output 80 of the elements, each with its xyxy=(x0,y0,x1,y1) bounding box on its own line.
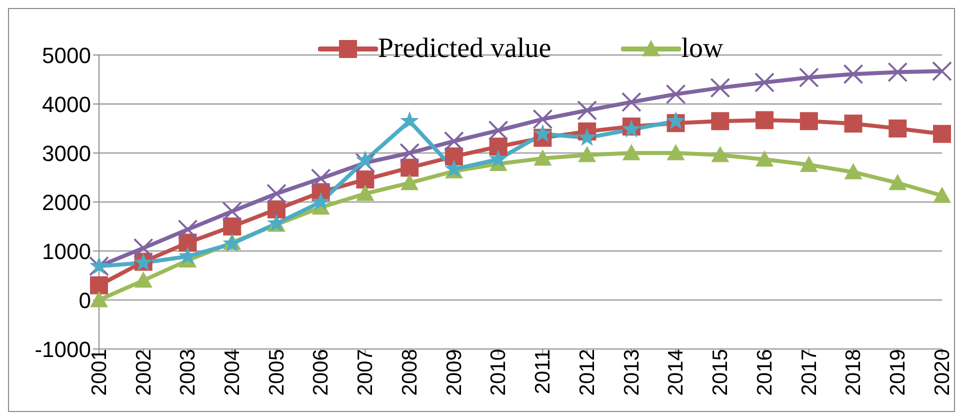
point xyxy=(311,192,330,210)
point xyxy=(90,276,108,294)
point xyxy=(798,68,819,88)
point xyxy=(534,149,552,166)
point xyxy=(400,158,419,177)
point xyxy=(134,271,152,288)
legend-label: Predicted value xyxy=(378,33,552,65)
point xyxy=(932,61,952,82)
point xyxy=(356,170,374,188)
point xyxy=(800,112,818,130)
x-tick-label: 2005 xyxy=(265,349,288,396)
x-tick-label: 2008 xyxy=(398,349,422,396)
x-tick-label: 2016 xyxy=(753,349,776,396)
x-tick-label: 2002 xyxy=(132,349,156,396)
point xyxy=(844,114,862,133)
x-tick-label: 2018 xyxy=(842,349,866,396)
point xyxy=(133,238,154,258)
point xyxy=(844,163,862,180)
point xyxy=(711,112,730,130)
point xyxy=(444,147,463,166)
x-tick-label: 2012 xyxy=(576,349,599,396)
point xyxy=(356,150,375,168)
x-tick-label: 2010 xyxy=(487,349,510,396)
point xyxy=(355,152,376,173)
point xyxy=(310,168,331,188)
x-tick-label: 2004 xyxy=(221,348,244,396)
point xyxy=(222,201,242,222)
point xyxy=(356,184,374,201)
point xyxy=(178,219,198,240)
y-tick-label: 2000 xyxy=(42,190,91,215)
point xyxy=(666,111,686,130)
point xyxy=(843,64,864,84)
point xyxy=(888,62,908,82)
point xyxy=(710,78,730,98)
x-tick-label: 2020 xyxy=(930,349,954,396)
point xyxy=(223,218,242,236)
y-tick-label: 1000 xyxy=(42,238,91,264)
point xyxy=(888,120,907,138)
y-tick-label: 4000 xyxy=(42,92,91,117)
x-tick-label: 2009 xyxy=(442,349,466,396)
x-tick-label: 2006 xyxy=(310,349,333,396)
y-tick-label: 5000 xyxy=(42,42,91,68)
x-tick-label: 2019 xyxy=(886,349,910,396)
point xyxy=(266,184,286,204)
point xyxy=(267,200,286,218)
x-tick-label: 2011 xyxy=(532,349,555,394)
point xyxy=(933,186,951,203)
x-tick-label: 2007 xyxy=(354,349,378,396)
point xyxy=(488,149,508,168)
point xyxy=(754,72,775,92)
point xyxy=(533,124,552,142)
point xyxy=(621,92,642,112)
point xyxy=(578,128,596,146)
point xyxy=(577,100,598,120)
x-tick-label: 2017 xyxy=(798,349,821,396)
point xyxy=(532,109,553,130)
point xyxy=(666,84,686,104)
point xyxy=(489,138,508,156)
point xyxy=(666,144,685,160)
x-tick-label: 2014 xyxy=(664,348,688,396)
point xyxy=(444,131,464,152)
point xyxy=(622,144,640,160)
point xyxy=(888,174,907,190)
y-tick-label: 3000 xyxy=(42,140,91,166)
point xyxy=(578,146,596,162)
point xyxy=(488,120,508,140)
point xyxy=(756,111,774,130)
point xyxy=(933,124,951,143)
point xyxy=(711,146,730,162)
point xyxy=(756,150,774,167)
point xyxy=(400,143,420,163)
point xyxy=(800,156,818,172)
y-tick-label: 0 xyxy=(78,288,91,313)
point xyxy=(400,174,419,190)
x-tick-label: 2013 xyxy=(620,349,644,396)
point xyxy=(400,111,419,130)
legend-label: low xyxy=(681,33,724,65)
x-tick-label: 2015 xyxy=(709,349,732,396)
x-tick-label: 2003 xyxy=(176,349,200,396)
point xyxy=(90,291,108,308)
